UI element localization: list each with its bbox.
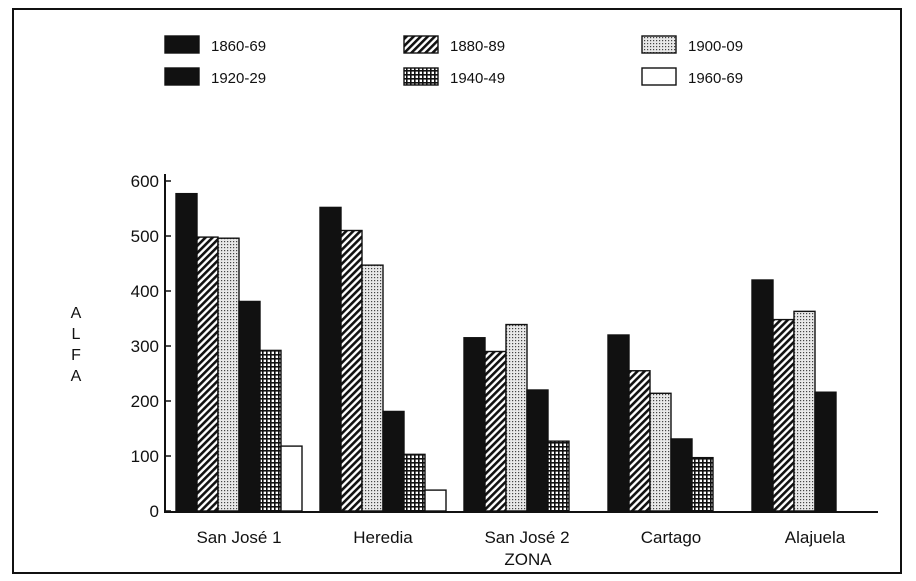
legend-swatch-1940-49 (403, 67, 439, 86)
x-tick-label-alajuela: Alajuela (785, 528, 846, 547)
legend-swatch-1900-09 (641, 35, 677, 54)
y-tick-label-200: 200 (131, 392, 159, 411)
bar-san-jose-2-1880-89 (484, 350, 507, 512)
bar-san-jose-2-1900-09 (505, 323, 528, 512)
bar-cartago-1940-49 (691, 456, 714, 512)
legend-swatch-1960-69 (641, 67, 677, 86)
y-tick-label-500: 500 (131, 227, 159, 246)
bar-san-jose-1-1940-49 (259, 349, 282, 512)
legend-label-1940-49: 1940-49 (450, 70, 505, 87)
bar-heredia-1920-29 (382, 410, 405, 512)
bar-san-jose-1-1900-09 (217, 237, 240, 512)
x-tick-label-heredia: Heredia (353, 528, 413, 547)
legend-label-1860-69: 1860-69 (211, 38, 266, 55)
bars (175, 192, 837, 512)
x-tick-label-cartago: Cartago (641, 528, 701, 547)
y-axis-label-letter: L (72, 326, 81, 343)
y-tick-label-0: 0 (150, 502, 159, 521)
bar-san-jose-2-1920-29 (526, 389, 549, 512)
x-tick-labels: San José 1 Heredia San José 2 Cartago Alajue… (196, 528, 845, 547)
bar-cartago-1860-69 (607, 334, 630, 512)
bar-san-jose-1-1960-69 (280, 445, 303, 512)
y-tick-labels: 0 100 200 300 400 500 600 (131, 172, 171, 521)
bar-chart: 1860-69 1880-89 1900-09 1920-29 1940-49 1960-… (71, 35, 878, 569)
bar-heredia-1860-69 (319, 206, 342, 512)
bar-cartago-1880-89 (628, 370, 651, 512)
x-tick-label-san-jose-2: San José 2 (484, 528, 569, 547)
legend-swatch-1860-69 (164, 35, 200, 54)
legend-label-1960-69: 1960-69 (688, 70, 743, 87)
chart-frame: 1860-69 1880-89 1900-09 1920-29 1940-49 1960-… (12, 8, 902, 574)
bar-heredia-1880-89 (340, 229, 363, 512)
bar-alajuela-1900-09 (793, 310, 816, 512)
bar-cartago-1900-09 (649, 392, 672, 512)
legend-label-1900-09: 1900-09 (688, 38, 743, 55)
y-axis-label-letter: A (71, 305, 82, 322)
bar-cartago-1920-29 (670, 438, 693, 512)
bar-alajuela-1860-69 (751, 279, 774, 512)
x-tick-label-san-jose-1: San José 1 (196, 528, 281, 547)
legend-swatch-1880-89 (403, 35, 439, 54)
bar-heredia-1900-09 (361, 264, 384, 512)
bar-heredia-1940-49 (403, 453, 426, 512)
legend: 1860-69 1880-89 1900-09 1920-29 1940-49 1960-… (164, 35, 743, 87)
bar-san-jose-1-1880-89 (196, 236, 219, 512)
x-axis-label: ZONA (504, 550, 552, 569)
legend-label-1920-29: 1920-29 (211, 70, 266, 87)
y-axis-label-letter: F (71, 347, 81, 364)
y-axis-label-letter: A (71, 368, 82, 385)
y-tick-label-400: 400 (131, 282, 159, 301)
y-tick-label-600: 600 (131, 172, 159, 191)
bar-heredia-1960-69 (424, 489, 447, 512)
legend-swatch-1920-29 (164, 67, 200, 86)
bar-san-jose-2-1860-69 (463, 337, 486, 512)
bar-san-jose-1-1920-29 (238, 300, 261, 512)
legend-label-1880-89: 1880-89 (450, 38, 505, 55)
bar-san-jose-1-1860-69 (175, 192, 198, 512)
bar-alajuela-1880-89 (772, 318, 795, 512)
y-tick-label-300: 300 (131, 337, 159, 356)
y-tick-label-100: 100 (131, 447, 159, 466)
bar-alajuela-1920-29 (814, 391, 837, 512)
bar-san-jose-2-1940-49 (547, 440, 570, 512)
